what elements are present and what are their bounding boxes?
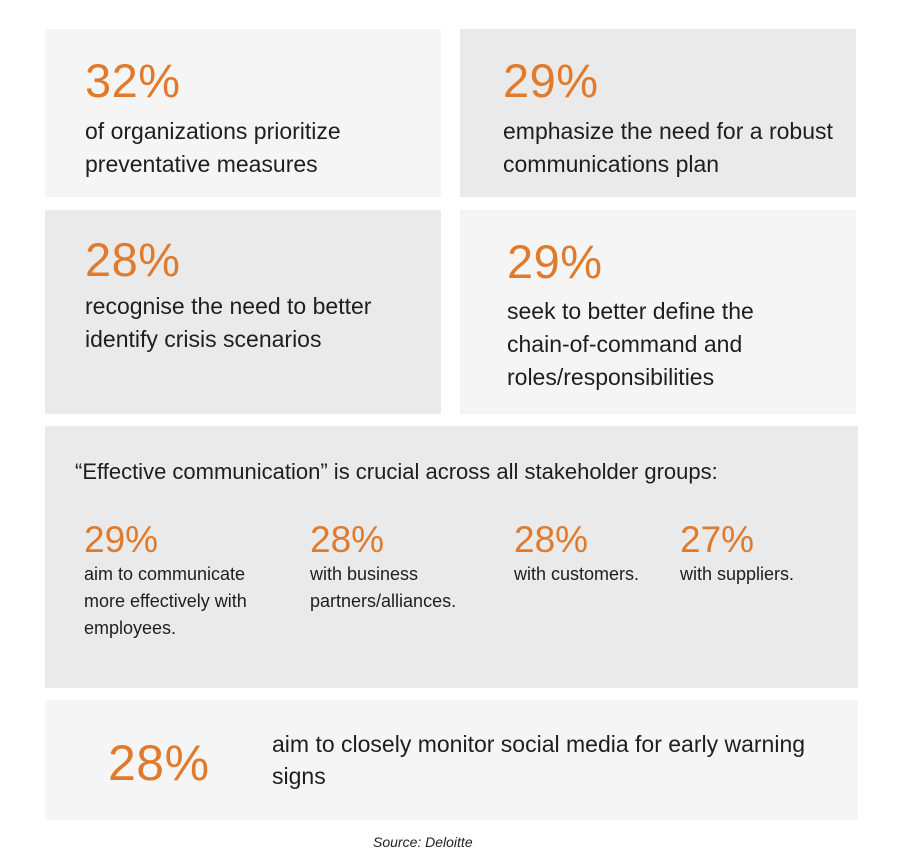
stat-value: 28% [108, 735, 210, 791]
stat-value: 29% [507, 235, 603, 288]
stat-description: recognise the need to better identify cr… [85, 293, 372, 352]
stat-card-social-media: 28% aim to closely monitor social media … [45, 700, 858, 820]
communication-heading: “Effective communication” is crucial acr… [75, 459, 718, 484]
communication-panel: “Effective communication” is crucial acr… [45, 426, 858, 688]
item-value: 27% [680, 519, 755, 560]
stat-card-communications-plan: 29% emphasize the need for a robust comm… [460, 29, 856, 197]
stat-card-crisis-scenarios: 28% recognise the need to better identif… [45, 210, 441, 414]
stat-value: 28% [85, 233, 181, 286]
stat-description: emphasize the need for a robust communic… [503, 118, 833, 177]
stat-card-chain-of-command: 29% seek to better define the chain-of-c… [460, 210, 856, 414]
stat-value: 32% [85, 54, 181, 107]
stat-description: seek to better define the chain-of-comma… [507, 298, 754, 390]
source-citation: Source: Deloitte [373, 834, 473, 850]
stat-card-preventative: 32% of organizations prioritize preventa… [45, 29, 441, 197]
item-value: 29% [84, 519, 159, 560]
item-description: with suppliers. [680, 564, 795, 584]
item-description: with business partners/alliances. [310, 564, 457, 611]
stat-value: 29% [503, 54, 599, 107]
stat-description: of organizations prioritize preventative… [85, 118, 341, 177]
item-description: with customers. [514, 564, 640, 584]
item-value: 28% [310, 519, 385, 560]
stat-description: aim to closely monitor social media for … [272, 731, 806, 789]
item-value: 28% [514, 519, 589, 560]
item-description: aim to communicate more effectively with… [84, 564, 247, 638]
